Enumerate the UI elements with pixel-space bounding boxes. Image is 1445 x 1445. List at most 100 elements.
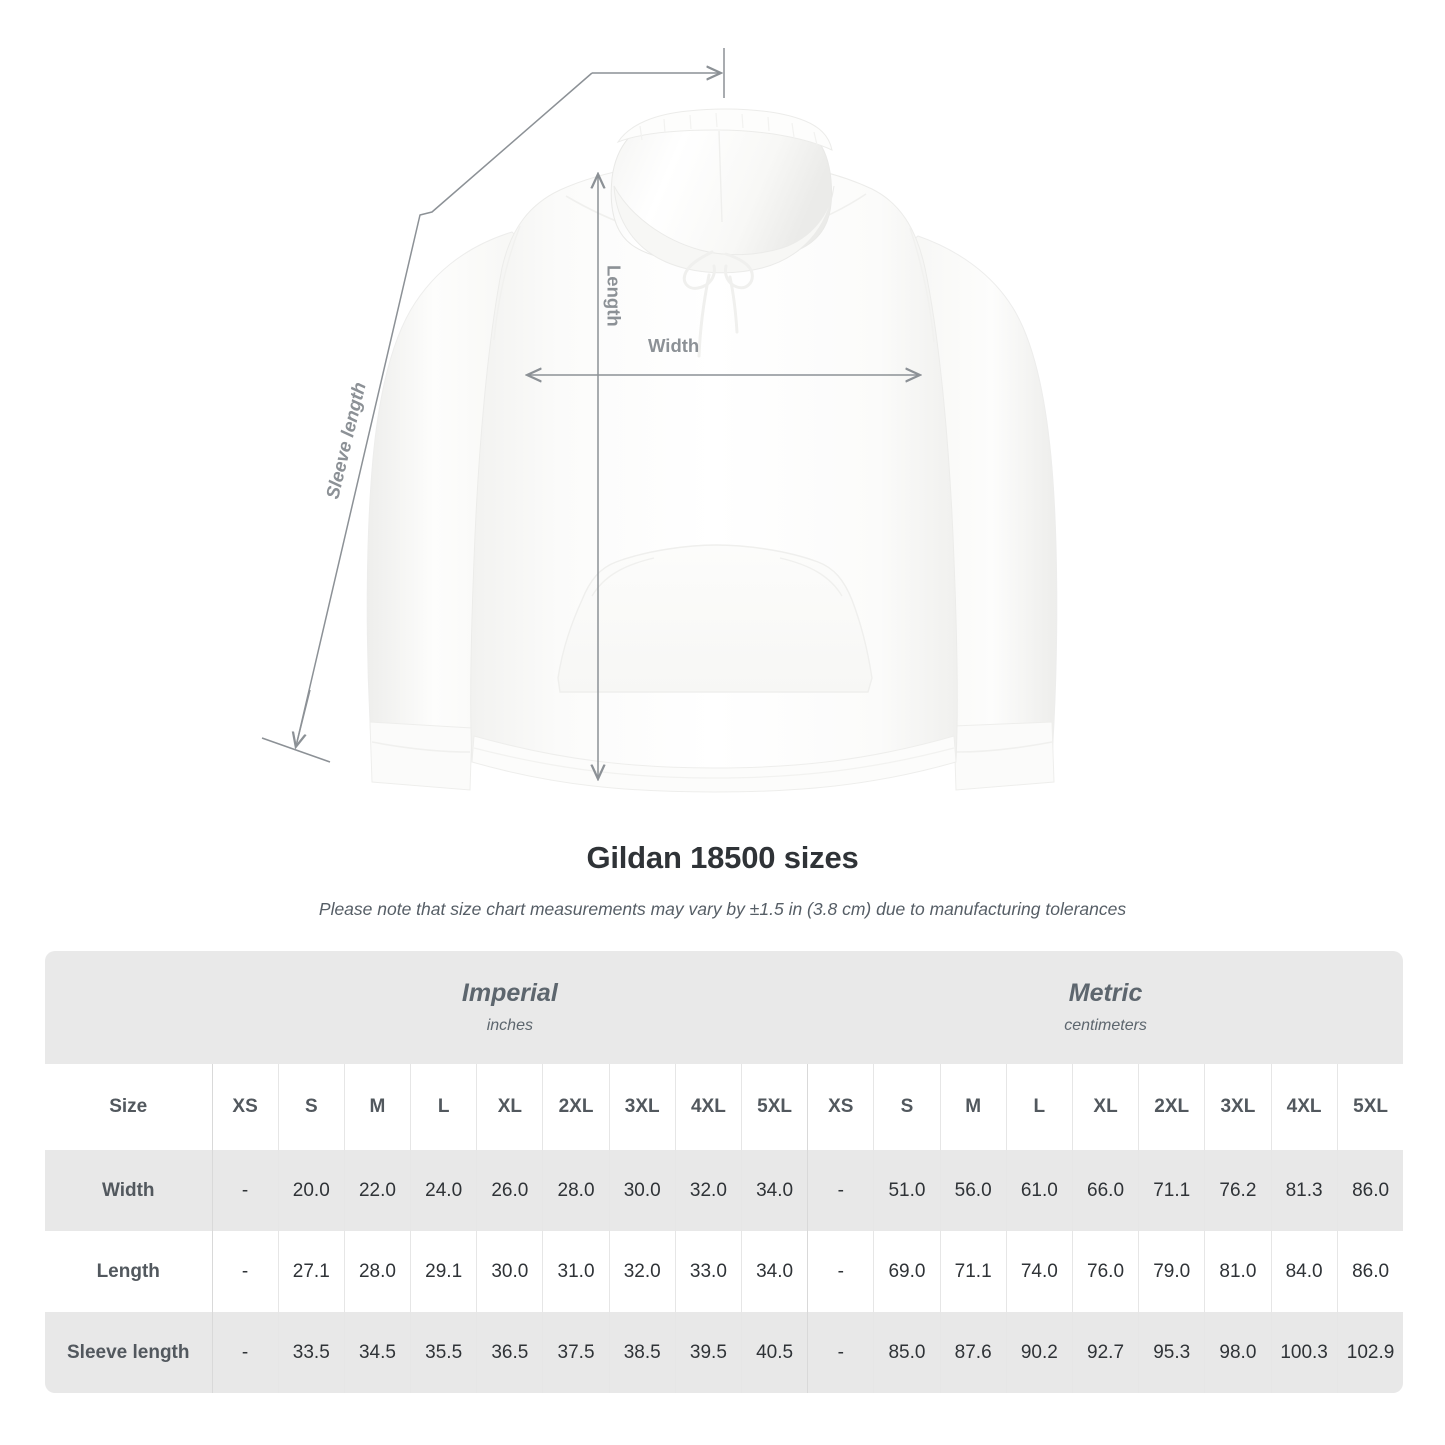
page-title: Gildan 18500 sizes [586,840,859,875]
cell-length-imperial-3xl: 32.0 [609,1231,676,1312]
length-label: Length [603,265,624,327]
sleeve-bottom-tick [261,737,331,763]
table-row: Sleeve length -33.5 34.5 35.5 36.5 37.5 38.5 39… [45,1312,1404,1393]
cell-sleeve-length-imperial-5xl: 40.5 [741,1312,809,1393]
cell-length-imperial-xl: 30.0 [476,1231,544,1312]
row-label-length: Length [45,1231,213,1312]
cell-length-metric-5xl: 86.0 [1337,1231,1404,1312]
cell-sleeve-length-metric-4xl: 100.3 [1271,1312,1338,1393]
cell-length-imperial-l: 29.1 [410,1231,478,1312]
cell-length-metric-s: 69.0 [873,1231,941,1312]
cell-sleeve-length-imperial-l: 35.5 [410,1312,478,1393]
size-header-xl: XL [1072,1064,1140,1150]
cell-sleeve-length-imperial-s: 33.5 [278,1312,345,1393]
right-armhole-seam [909,227,935,343]
cell-sleeve-length-imperial-3xl: 38.5 [609,1312,676,1393]
cell-length-metric-xl: 76.0 [1072,1231,1140,1312]
size-chart-table: Imperial inches Metric centimeters Size XS S M L… [45,951,1404,1393]
cell-length-metric-4xl: 84.0 [1271,1231,1338,1312]
hoodie-diagram-area: Length Width Sleeve length [261,48,1058,793]
cell-sleeve-length-metric-xs: - [807,1312,875,1393]
unit-banner-row: Imperial inches Metric centimeters [45,951,1404,1064]
cell-sleeve-length-metric-5xl: 102.9 [1337,1312,1404,1393]
table-row: Length -27.1 28.0 29.1 30.0 31.0 32.0 33.0 34.0-… [45,1231,1404,1312]
cell-length-imperial-2xl: 31.0 [542,1231,610,1312]
sleeve-length-line [296,72,593,743]
cell-width-imperial-5xl: 34.0 [741,1150,809,1231]
size-header-xs: XS [212,1064,279,1150]
cell-length-metric-m: 71.1 [940,1231,1007,1312]
size-header-5xl: 5XL [1337,1064,1404,1150]
right-cuff-seam [955,741,1053,753]
unit-name: Metric [1068,979,1143,1007]
size-header-4xl: 4XL [675,1064,743,1150]
cell-length-metric-3xl: 81.0 [1204,1231,1272,1312]
cell-width-metric-xs: - [807,1150,875,1231]
cell-length-metric-xs: - [807,1231,875,1312]
left-cuff [369,721,473,791]
cell-length-imperial-m: 28.0 [344,1231,412,1312]
size-header-l: L [410,1064,478,1150]
left-cuff-seam [371,741,471,753]
cell-width-imperial-m: 22.0 [344,1150,412,1231]
cell-width-metric-xl: 66.0 [1072,1150,1140,1231]
cell-sleeve-length-imperial-m: 34.5 [344,1312,412,1393]
table-row: Width -20.0 22.0 24.0 26.0 28.0 30.0 32.0 34.0-5… [45,1150,1404,1231]
cell-length-metric-2xl: 79.0 [1138,1231,1206,1312]
cell-width-imperial-3xl: 30.0 [609,1150,676,1231]
size-header-4xl: 4XL [1271,1064,1338,1150]
sleeve-length-label: Sleeve length [321,380,369,501]
cell-sleeve-length-metric-l: 90.2 [1006,1312,1073,1393]
size-header-xs: XS [807,1064,875,1150]
unit-name: Imperial [461,979,558,1007]
cell-length-imperial-xs: - [212,1231,279,1312]
cell-width-metric-4xl: 81.3 [1271,1150,1338,1231]
size-header-3xl: 3XL [1204,1064,1272,1150]
cell-width-imperial-2xl: 28.0 [542,1150,610,1231]
size-header-m: M [344,1064,412,1150]
cell-sleeve-length-imperial-4xl: 39.5 [675,1312,743,1393]
unit-banner-imperial: Imperial inches [212,951,808,1064]
hood-opening [613,185,835,274]
size-header-5xl: 5XL [741,1064,809,1150]
cell-width-metric-2xl: 71.1 [1138,1150,1206,1231]
cell-width-metric-3xl: 76.2 [1204,1150,1272,1231]
row-label-width: Width [45,1150,213,1231]
size-header-2xl: 2XL [1138,1064,1206,1150]
cell-sleeve-length-metric-s: 85.0 [873,1312,941,1393]
cell-sleeve-length-metric-m: 87.6 [940,1312,1007,1393]
hood-ribbing [639,112,818,146]
measurement-annotations [261,48,919,778]
cell-width-imperial-4xl: 32.0 [675,1150,743,1231]
cell-sleeve-length-imperial-xl: 36.5 [476,1312,544,1393]
cell-sleeve-length-metric-xl: 92.7 [1072,1312,1140,1393]
width-label: Width [648,335,699,356]
cell-length-imperial-s: 27.1 [278,1231,345,1312]
cell-width-imperial-s: 20.0 [278,1150,345,1231]
tolerance-note: Please note that size chart measurements… [318,899,1127,919]
hood-edge [616,108,833,151]
unit-subtitle: centimeters [1064,1017,1147,1034]
drawstring [682,250,754,358]
banner-corner-spacer [45,951,212,1064]
cell-width-imperial-xs: - [212,1150,279,1231]
cell-width-metric-5xl: 86.0 [1337,1150,1404,1231]
cell-sleeve-length-metric-2xl: 95.3 [1138,1312,1206,1393]
garment-shape [366,108,1058,793]
unit-subtitle: inches [486,1017,533,1034]
right-cuff [953,721,1055,791]
cell-length-imperial-4xl: 33.0 [675,1231,743,1312]
cell-width-metric-s: 51.0 [873,1150,941,1231]
cell-sleeve-length-imperial-2xl: 37.5 [542,1312,610,1393]
cell-length-metric-l: 74.0 [1006,1231,1073,1312]
size-header-s: S [873,1064,941,1150]
cell-width-metric-m: 56.0 [940,1150,1007,1231]
column-header-size: Size [45,1064,213,1150]
pocket-right-opening [779,557,843,597]
size-header-xl: XL [476,1064,544,1150]
kangaroo-pocket [557,544,873,693]
size-header-s: S [278,1064,345,1150]
cell-width-metric-l: 61.0 [1006,1150,1073,1231]
sleeve-length-arrowhead [296,689,311,746]
size-header-m: M [940,1064,1007,1150]
